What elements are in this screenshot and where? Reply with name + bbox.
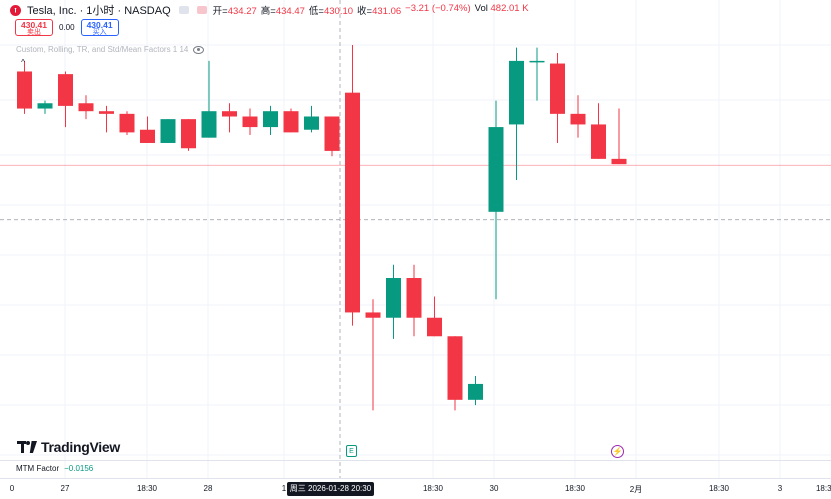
time-tick: 2月 xyxy=(629,485,643,494)
mtm-label[interactable]: MTM Factor xyxy=(16,464,60,473)
time-tick: 27 xyxy=(60,484,70,493)
candle-body xyxy=(58,74,73,106)
tradingview-wordmark: TradingView xyxy=(41,439,120,455)
time-tick: 30 xyxy=(489,484,499,493)
candle-body xyxy=(591,124,606,159)
candle-body xyxy=(345,92,360,313)
ohlc-values: 开=434.27 高=434.47 低=430.10 收=431.06 −3.2… xyxy=(212,3,529,17)
candle-body xyxy=(160,119,176,143)
time-tick: 28 xyxy=(203,484,213,493)
candle-body xyxy=(242,116,258,128)
candle-body xyxy=(140,129,155,143)
candle-body xyxy=(324,116,340,151)
indicator-legend: Custom, Rolling, TR, and Std/Mean Factor… xyxy=(16,45,205,54)
time-tick: 0 xyxy=(9,484,15,493)
time-tick: 18:30 xyxy=(708,484,730,493)
candle-body xyxy=(488,127,504,212)
mtm-value: −0.0156 xyxy=(64,464,94,473)
earnings-event-icon[interactable]: E xyxy=(346,445,357,457)
mtm-legend: MTM Factor −0.0156 xyxy=(16,464,93,473)
collapse-legend-button[interactable]: ^ xyxy=(21,58,25,67)
candle-body xyxy=(447,336,463,400)
low-value: 430.10 xyxy=(323,6,354,17)
time-tick: 18:30 xyxy=(422,484,444,493)
candle-body xyxy=(181,119,196,149)
time-axis[interactable] xyxy=(0,478,831,499)
candle-body xyxy=(529,60,545,63)
candle-body xyxy=(304,116,319,130)
time-tick: 18:30 xyxy=(136,484,158,493)
candle-body xyxy=(570,113,586,125)
candle-body xyxy=(222,111,237,117)
spread-value: 0.00 xyxy=(59,23,75,32)
candle-body xyxy=(550,63,565,114)
eye-icon[interactable] xyxy=(193,45,205,54)
candle-body xyxy=(17,71,32,109)
tradingview-icon xyxy=(17,441,37,453)
candle-body xyxy=(468,383,483,400)
candle-body xyxy=(99,111,114,114)
change-value: −3.21 (−0.74%) xyxy=(405,3,471,14)
candle-body xyxy=(78,103,94,112)
candle-body xyxy=(427,317,442,337)
symbol-title[interactable]: Tesla, Inc. · 1小时 · NASDAQ xyxy=(27,5,171,17)
candle-body xyxy=(37,103,53,109)
symbol-header: Tesla, Inc. · 1小时 · NASDAQ 开=434.27 高=43… xyxy=(10,3,529,17)
close-value: 431.06 xyxy=(372,6,402,17)
crosshair-time-label: 周三 2026-01-28 20:30 xyxy=(287,482,374,496)
candle-body xyxy=(283,111,299,133)
bolt-event-icon[interactable]: ⚡ xyxy=(611,445,624,458)
time-tick: 3 xyxy=(777,484,783,493)
open-value: 434.27 xyxy=(227,6,257,17)
sell-button[interactable]: 430.41 卖出 xyxy=(15,19,53,36)
trade-buttons: 430.41 卖出 0.00 430.41 买入 xyxy=(15,19,119,36)
candle-body xyxy=(406,278,422,318)
volume-value: 482.01 K xyxy=(490,3,529,14)
tradingview-logo: TradingView xyxy=(17,439,120,455)
high-value: 434.47 xyxy=(275,6,305,17)
candle-body xyxy=(119,113,135,133)
time-tick: 18:30 xyxy=(815,484,831,493)
candle-body xyxy=(263,111,278,128)
time-tick: 18:30 xyxy=(564,484,586,493)
indicator-label[interactable]: Custom, Rolling, TR, and Std/Mean Factor… xyxy=(16,45,189,54)
candle-body xyxy=(386,278,401,318)
candle-body xyxy=(201,111,217,138)
time-tick: 1 xyxy=(281,484,287,493)
candle-body xyxy=(611,158,627,165)
equals-button[interactable] xyxy=(196,6,207,14)
buy-button[interactable]: 430.41 买入 xyxy=(80,19,119,36)
candle-body xyxy=(365,312,381,318)
pane-separator[interactable] xyxy=(0,460,831,461)
tesla-logo-icon xyxy=(10,4,21,16)
compare-button[interactable] xyxy=(178,6,189,14)
candle-body xyxy=(509,60,524,125)
